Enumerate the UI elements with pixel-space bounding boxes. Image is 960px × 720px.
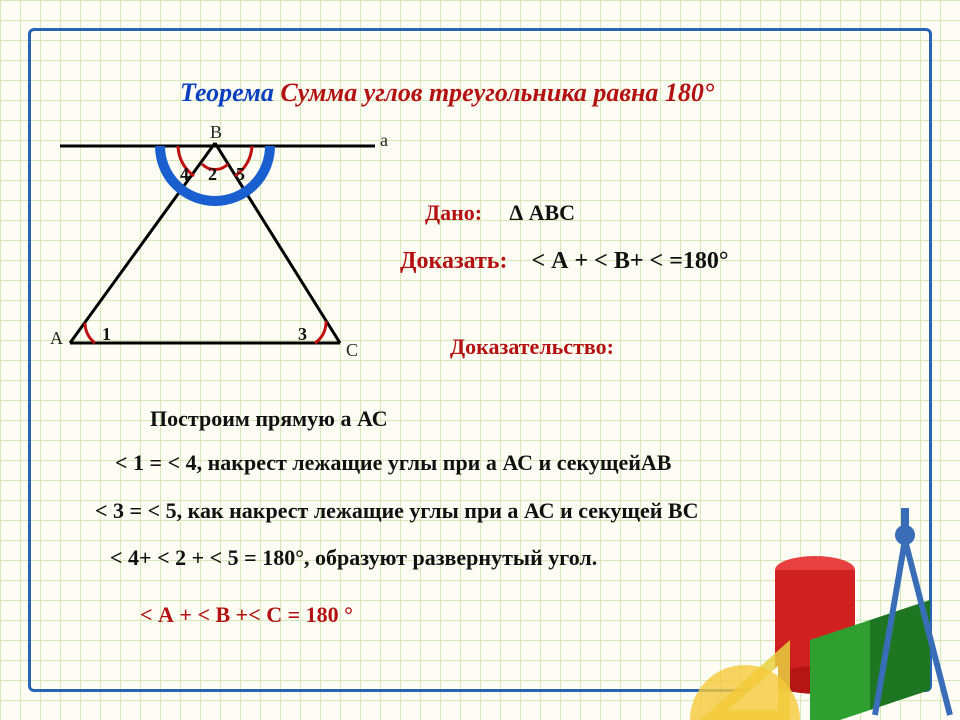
step-4: < 4+ < 2 + < 5 = 180°, образуют разверну…	[110, 545, 597, 571]
title-rest: Сумма углов треугольника равна 180°	[280, 78, 714, 107]
side-bc	[215, 143, 340, 343]
arc-angle-1	[85, 323, 95, 343]
angle-2: 2	[208, 164, 217, 185]
arc-angle-3	[315, 321, 326, 343]
prove-value: < А + < В+ < =180°	[531, 248, 728, 274]
given-label: Дано:	[425, 200, 482, 225]
decorative-shapes	[660, 480, 960, 720]
given-line: Дано: ∆ АВС	[425, 200, 575, 226]
label-c: С	[346, 340, 358, 361]
step-1: Построим прямую а АС	[150, 406, 388, 432]
angle-3: 3	[298, 324, 307, 345]
step-2: < 1 = < 4, накрест лежащие углы при а АС…	[115, 450, 671, 476]
prove-line: Доказать: < А + < В+ < =180°	[400, 248, 728, 275]
side-ab	[70, 143, 215, 343]
compass-handle	[901, 508, 909, 530]
triangle-diagram: В А С а 1 2 3 4 5	[40, 128, 390, 378]
prove-label: Доказать:	[400, 248, 507, 274]
label-b: В	[210, 122, 222, 143]
angle-5: 5	[236, 164, 245, 185]
label-a: А	[50, 328, 63, 349]
step-3: < 3 = < 5, как накрест лежащие углы при …	[95, 498, 698, 524]
angle-4: 4	[180, 164, 189, 185]
proof-label: Доказательство:	[450, 334, 614, 360]
given-value: ∆ АВС	[510, 200, 575, 225]
title-word1: Теорема	[180, 78, 274, 107]
step-5: < А + < В +< С = 180 °	[140, 602, 353, 628]
content-layer: Теорема Сумма углов треугольника равна 1…	[0, 0, 960, 720]
angle-1: 1	[102, 324, 111, 345]
theorem-title: Теорема Сумма углов треугольника равна 1…	[180, 78, 714, 108]
label-line-a: а	[380, 130, 388, 151]
